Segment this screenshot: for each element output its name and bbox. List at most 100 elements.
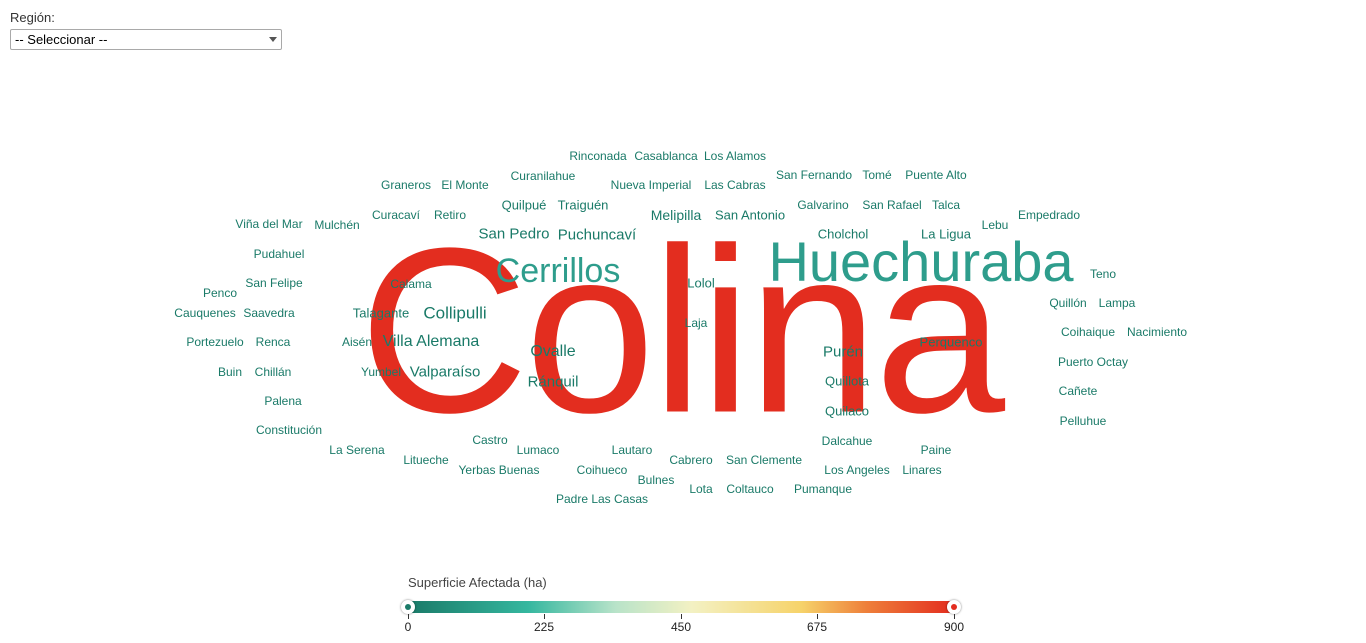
- word-7[interactable]: San Fernando: [775, 168, 853, 182]
- word-54[interactable]: Buin: [217, 365, 243, 379]
- word-60[interactable]: Cañete: [1058, 384, 1098, 398]
- word-52[interactable]: Purén: [822, 343, 864, 361]
- word-34[interactable]: Calama: [390, 277, 432, 291]
- word-10[interactable]: Graneros: [380, 178, 432, 192]
- word-80[interactable]: Coltauco: [726, 482, 774, 496]
- word-37[interactable]: Quillón: [1049, 296, 1087, 310]
- word-13[interactable]: Las Cabras: [704, 178, 766, 192]
- word-30[interactable]: La Ligua: [921, 226, 971, 242]
- word-cloud: Colina Huechuraba Cerrillos Rinconada Casabl…: [174, 149, 1188, 506]
- word-18[interactable]: Talca: [931, 198, 961, 212]
- word-23[interactable]: Empedrado: [1017, 208, 1081, 222]
- tick-mark: [817, 614, 818, 619]
- word-72[interactable]: Cabrero: [669, 453, 713, 467]
- tick-mark: [681, 614, 682, 619]
- word-2[interactable]: Cerrillos: [495, 252, 621, 290]
- word-76[interactable]: Los Angeles: [824, 463, 890, 477]
- word-41[interactable]: Talagante: [352, 305, 410, 321]
- word-20[interactable]: Retiro: [433, 208, 467, 222]
- word-9[interactable]: Puente Alto: [905, 168, 967, 182]
- word-63[interactable]: Pelluhue: [1059, 414, 1107, 428]
- region-label: Región:: [10, 10, 55, 25]
- tick-label: 450: [670, 620, 692, 634]
- word-25[interactable]: Mulchén: [314, 218, 360, 232]
- max-handle-dot: [951, 604, 957, 610]
- word-45[interactable]: Nacimiento: [1126, 325, 1188, 339]
- word-49[interactable]: Villa Alemana: [382, 333, 480, 350]
- word-59[interactable]: Quillota: [824, 373, 870, 389]
- word-51[interactable]: Ovalle: [530, 343, 576, 360]
- word-56[interactable]: Yumbel: [360, 365, 402, 379]
- word-17[interactable]: San Rafael: [862, 198, 922, 212]
- word-74[interactable]: Yerbas Buenas: [458, 463, 540, 477]
- word-27[interactable]: San Pedro: [478, 225, 550, 243]
- word-50[interactable]: Perquenco: [919, 334, 983, 350]
- word-82[interactable]: Padre Las Casas: [555, 492, 649, 506]
- word-77[interactable]: Linares: [902, 463, 942, 477]
- word-16[interactable]: Galvarino: [797, 198, 849, 212]
- word-6[interactable]: Curanilahue: [510, 169, 576, 183]
- tick-label: 225: [533, 620, 555, 634]
- word-36[interactable]: Penco: [202, 286, 238, 300]
- min-handle-dot: [405, 604, 411, 610]
- word-31[interactable]: Pudahuel: [253, 247, 305, 261]
- word-44[interactable]: Coihaique: [1060, 325, 1116, 339]
- word-8[interactable]: Tomé: [862, 168, 892, 182]
- legend-title: Superficie Afectada (ha): [408, 575, 547, 590]
- word-38[interactable]: Lampa: [1098, 296, 1136, 310]
- word-35[interactable]: Lolol: [687, 275, 715, 291]
- word-69[interactable]: Lautaro: [611, 443, 653, 457]
- word-70[interactable]: Paine: [920, 443, 952, 457]
- word-65[interactable]: Castro: [472, 433, 508, 447]
- word-22[interactable]: San Antonio: [714, 207, 786, 223]
- word-55[interactable]: Chillán: [254, 365, 292, 379]
- word-24[interactable]: Viña del Mar: [235, 217, 303, 231]
- word-79[interactable]: Lota: [689, 482, 713, 496]
- word-67[interactable]: La Serena: [329, 443, 385, 457]
- word-81[interactable]: Pumanque: [793, 482, 853, 496]
- word-48[interactable]: Aisén: [341, 335, 373, 349]
- word-66[interactable]: Dalcahue: [821, 434, 873, 448]
- word-71[interactable]: Litueche: [403, 453, 449, 467]
- word-47[interactable]: Renca: [255, 335, 291, 349]
- tick-mark: [954, 614, 955, 619]
- word-32[interactable]: Teno: [1089, 267, 1117, 281]
- word-11[interactable]: El Monte: [441, 178, 489, 192]
- chevron-down-icon: [269, 37, 277, 42]
- word-42[interactable]: Collipulli: [423, 303, 487, 323]
- word-21[interactable]: Melipilla: [650, 207, 702, 223]
- word-12[interactable]: Nueva Imperial: [610, 178, 692, 192]
- word-73[interactable]: San Clemente: [725, 453, 803, 467]
- word-0[interactable]: Colina: [358, 198, 1005, 462]
- word-43[interactable]: Laja: [684, 316, 708, 330]
- word-3[interactable]: Rinconada: [569, 149, 627, 163]
- word-64[interactable]: Constitución: [255, 423, 323, 437]
- word-61[interactable]: Palena: [264, 394, 302, 408]
- word-46[interactable]: Portezuelo: [186, 335, 244, 349]
- word-78[interactable]: Bulnes: [637, 473, 675, 487]
- word-19[interactable]: Curacaví: [371, 208, 421, 222]
- tick-label: 675: [806, 620, 828, 634]
- tick-label: 0: [404, 620, 412, 634]
- word-26[interactable]: Lebu: [981, 218, 1009, 232]
- word-33[interactable]: San Felipe: [245, 276, 303, 290]
- tick-label: 900: [943, 620, 965, 634]
- word-39[interactable]: Cauquenes: [174, 306, 236, 320]
- word-15[interactable]: Traiguén: [557, 197, 609, 213]
- max-handle[interactable]: [947, 600, 961, 614]
- word-75[interactable]: Coihueco: [576, 463, 628, 477]
- word-58[interactable]: Ránquil: [527, 373, 579, 391]
- region-select[interactable]: -- Seleccionar --: [10, 29, 282, 50]
- word-4[interactable]: Casablanca: [634, 149, 698, 163]
- min-handle[interactable]: [401, 600, 415, 614]
- word-29[interactable]: Cholchol: [817, 226, 869, 242]
- word-62[interactable]: Quilaco: [824, 403, 870, 419]
- word-40[interactable]: Saavedra: [243, 306, 295, 320]
- word-14[interactable]: Quilpué: [501, 197, 547, 213]
- word-28[interactable]: Puchuncaví: [557, 226, 637, 244]
- word-5[interactable]: Los Alamos: [703, 149, 767, 163]
- word-53[interactable]: Puerto Octay: [1057, 355, 1129, 369]
- word-68[interactable]: Lumaco: [516, 443, 560, 457]
- word-1[interactable]: Huechuraba: [768, 230, 1074, 293]
- word-57[interactable]: Valparaíso: [409, 363, 481, 381]
